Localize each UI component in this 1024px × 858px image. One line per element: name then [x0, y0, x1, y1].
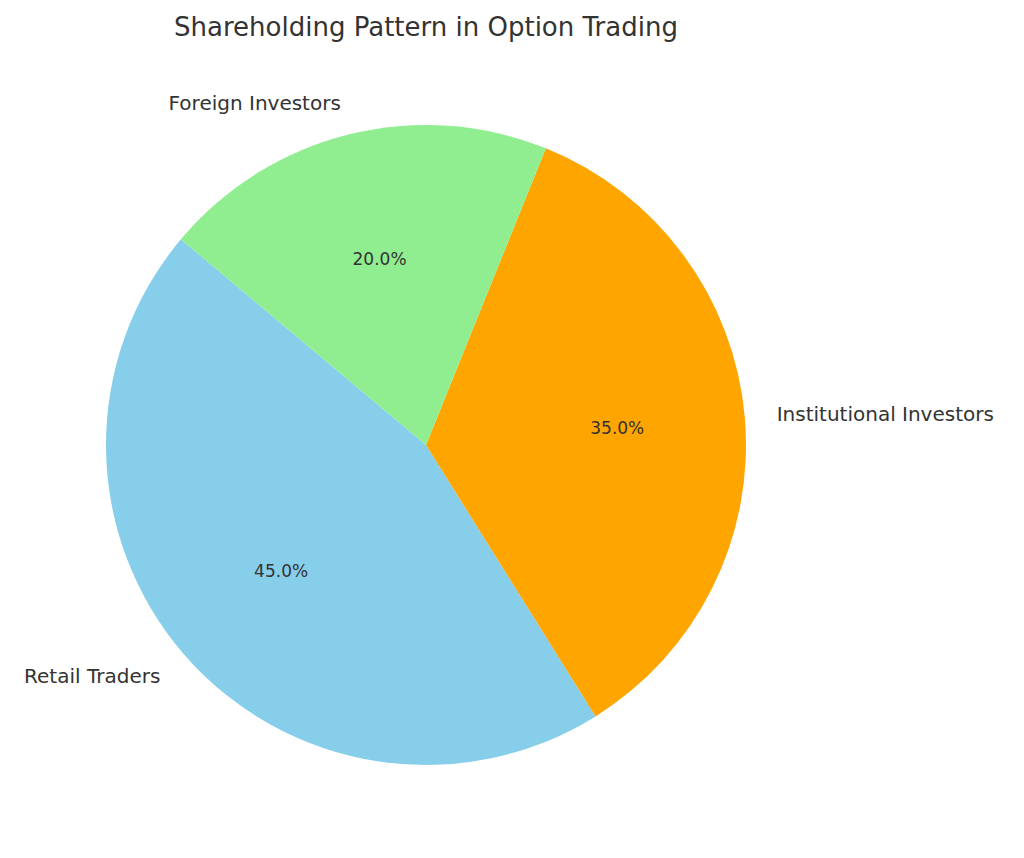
data-label: 20.0%	[353, 249, 407, 269]
slice-label: Retail Traders	[24, 664, 160, 688]
pie-slice	[181, 125, 546, 445]
chart-title: Shareholding Pattern in Option Trading	[174, 12, 678, 42]
pie-labels: Retail Traders 45.0% Institutional Investo…	[24, 91, 994, 687]
data-label: 45.0%	[254, 561, 308, 581]
data-label: 35.0%	[590, 418, 644, 438]
slice-label: Foreign Investors	[169, 91, 341, 115]
slice-label: Institutional Investors	[777, 402, 994, 426]
chart: Shareholding Pattern in Option Trading Re…	[0, 0, 1024, 858]
pie	[106, 125, 746, 765]
slices	[106, 125, 746, 765]
